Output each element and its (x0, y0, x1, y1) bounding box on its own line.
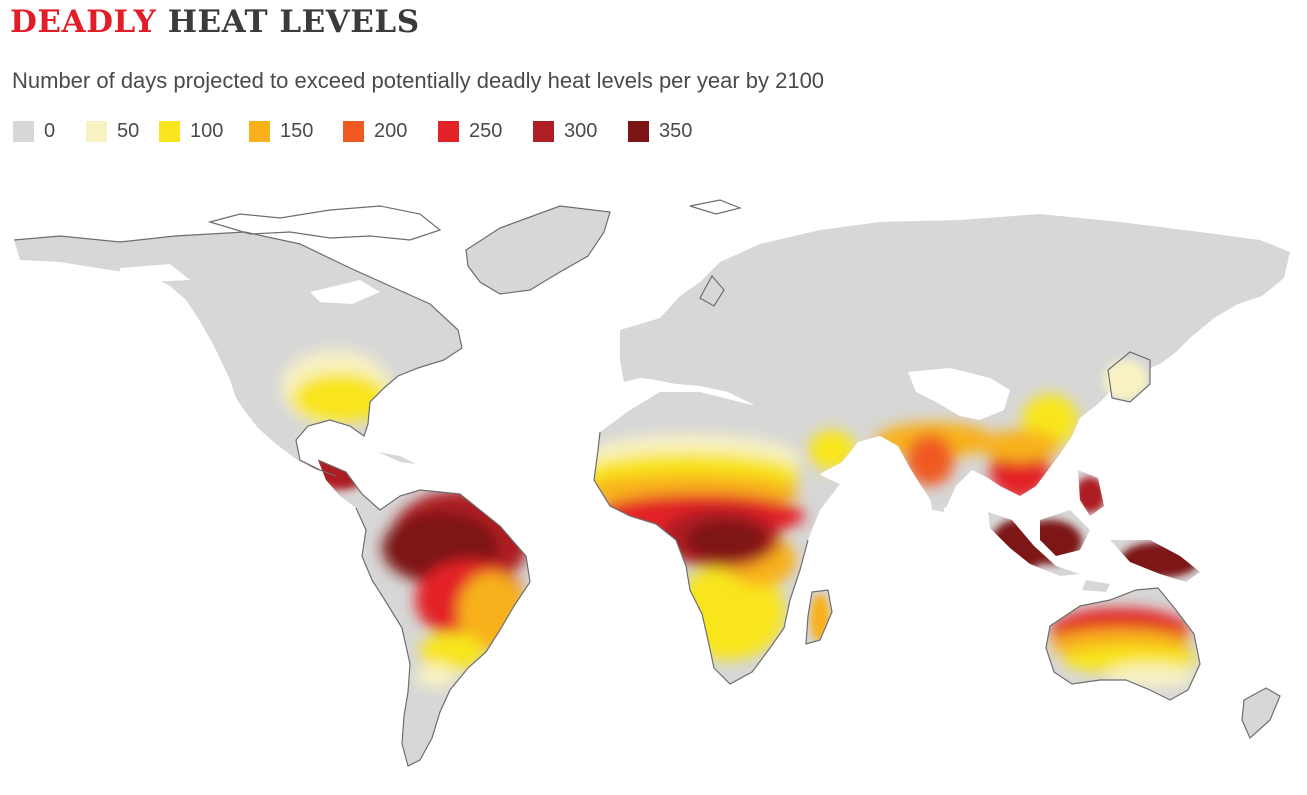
land-layer (14, 206, 1290, 766)
map-subtitle: Number of days projected to exceed poten… (12, 68, 825, 93)
title-rest: HEAT LEVELS (167, 4, 420, 40)
legend-swatch (86, 120, 107, 142)
legend-item-150: 150 (249, 120, 343, 143)
legend-swatch (249, 120, 270, 142)
legend-label: 0 (44, 119, 56, 142)
legend-item-50: 50 (86, 120, 159, 143)
coastlines (13, 199, 1281, 767)
world-heat-map (13, 199, 1290, 767)
legend-label: 150 (280, 119, 314, 142)
legend-swatch (628, 120, 649, 142)
legend-item-250: 250 (438, 120, 533, 143)
legend-label: 350 (659, 119, 693, 142)
map-title: DEADLY HEAT LEVELS (10, 4, 420, 40)
legend-item-300: 300 (533, 120, 628, 143)
legend-item-200: 200 (343, 120, 438, 143)
legend-swatch (13, 120, 34, 142)
legend-item-100: 100 (159, 120, 249, 143)
legend-swatch (159, 120, 180, 142)
legend-label: 300 (564, 119, 598, 142)
legend: 0 50 100 150 200 250 300 350 (13, 118, 698, 144)
legend-swatch (533, 120, 554, 142)
legend-swatch (343, 120, 364, 142)
legend-label: 50 (117, 119, 140, 142)
legend-item-350: 350 (628, 120, 698, 143)
title-highlight: DEADLY (10, 4, 157, 40)
legend-label: 250 (469, 119, 503, 142)
legend-swatch (438, 120, 459, 142)
legend-label: 100 (190, 119, 224, 142)
legend-item-0: 0 (13, 120, 86, 143)
legend-label: 200 (374, 119, 408, 142)
ice-patches (120, 264, 1010, 420)
